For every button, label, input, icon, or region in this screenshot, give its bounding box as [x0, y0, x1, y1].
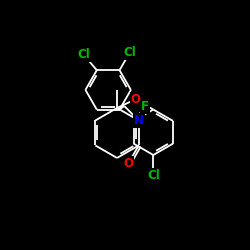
- Text: O: O: [130, 93, 140, 106]
- Text: Cl: Cl: [77, 48, 90, 61]
- Text: Cl: Cl: [147, 169, 160, 182]
- Text: Cl: Cl: [124, 46, 136, 59]
- Text: F: F: [141, 100, 149, 114]
- Text: N: N: [134, 114, 144, 127]
- Text: O: O: [124, 157, 134, 170]
